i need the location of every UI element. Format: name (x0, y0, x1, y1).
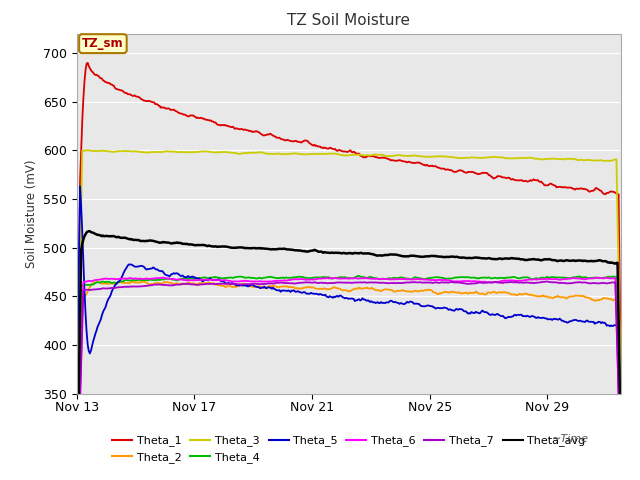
Theta_avg (605, 260, 612, 265)
Theta_7 (397, 280, 404, 286)
Theta_3 (398, 153, 406, 158)
Line: Theta_avg: Theta_avg (77, 231, 621, 480)
Theta_5 (520, 313, 527, 319)
Line: Theta_4: Theta_4 (77, 276, 621, 480)
Theta_7 (335, 280, 342, 286)
Theta_1 (84, 60, 92, 66)
Theta_avg (336, 250, 344, 256)
Theta_7 (519, 280, 527, 286)
Theta_4 (354, 273, 362, 279)
Theta_4 (369, 275, 376, 280)
Theta_2 (140, 278, 147, 284)
Line: Theta_2: Theta_2 (77, 281, 621, 480)
Theta_avg (369, 251, 376, 257)
Line: Theta_1: Theta_1 (77, 63, 621, 480)
Theta_3 (84, 147, 92, 153)
Theta_1 (332, 147, 340, 153)
Theta_3 (520, 156, 527, 161)
Theta_2 (605, 296, 612, 302)
Line: Theta_3: Theta_3 (77, 150, 621, 443)
Theta_1 (369, 153, 376, 159)
Theta_avg (332, 250, 340, 255)
Theta_6 (159, 275, 167, 280)
Theta_2 (520, 291, 527, 297)
Theta_3 (369, 152, 376, 158)
Theta_3 (332, 151, 340, 156)
Theta_4 (335, 275, 342, 280)
Theta_3 (605, 158, 612, 164)
Theta_1 (398, 158, 406, 164)
Theta_7 (367, 279, 375, 285)
Theta_4 (617, 446, 625, 452)
Theta_6 (398, 276, 406, 282)
Theta_7 (332, 280, 339, 286)
Line: Theta_6: Theta_6 (77, 277, 621, 480)
Theta_7 (605, 280, 612, 286)
Theta_2 (617, 458, 625, 464)
Theta_5 (398, 300, 406, 306)
Theta_3 (617, 386, 625, 392)
Theta_avg (617, 436, 625, 442)
Line: Theta_7: Theta_7 (77, 281, 621, 480)
Theta_avg (85, 228, 93, 234)
Theta_1 (605, 190, 612, 196)
Theta_1 (336, 147, 344, 153)
Theta_4 (398, 275, 406, 280)
Theta_5 (332, 293, 340, 299)
Theta_avg (520, 257, 527, 263)
Theta_avg (398, 253, 406, 259)
Title: TZ Soil Moisture: TZ Soil Moisture (287, 13, 410, 28)
Theta_4 (520, 275, 527, 280)
Theta_4 (332, 275, 339, 281)
Theta_5 (369, 299, 376, 305)
Y-axis label: Soil Moisture (mV): Soil Moisture (mV) (24, 159, 38, 268)
Theta_6 (605, 276, 612, 281)
Legend: Theta_1, Theta_2, Theta_3, Theta_4, Theta_5, Theta_6, Theta_7, Theta_avg: Theta_1, Theta_2, Theta_3, Theta_4, Thet… (108, 431, 589, 467)
Theta_2 (398, 288, 406, 293)
Theta_5 (76, 183, 84, 189)
Theta_1 (520, 179, 527, 184)
Theta_6 (336, 276, 344, 281)
Theta_2 (332, 285, 340, 291)
Theta_3 (336, 152, 344, 157)
Text: ~Time: ~Time (552, 434, 589, 444)
Theta_3 (73, 440, 81, 445)
Theta_1 (617, 372, 625, 378)
Theta_7 (543, 278, 550, 284)
Theta_5 (336, 293, 344, 299)
Theta_1 (73, 477, 81, 480)
Theta_5 (73, 400, 81, 406)
Theta_6 (332, 275, 340, 281)
Theta_2 (369, 285, 376, 291)
Theta_6 (369, 276, 376, 282)
Theta_6 (617, 466, 625, 471)
Text: TZ_sm: TZ_sm (82, 37, 124, 50)
Theta_6 (520, 277, 527, 283)
Line: Theta_5: Theta_5 (77, 186, 621, 480)
Theta_5 (605, 323, 612, 328)
Theta_7 (617, 468, 625, 473)
Theta_2 (336, 286, 344, 291)
Theta_4 (605, 274, 612, 280)
